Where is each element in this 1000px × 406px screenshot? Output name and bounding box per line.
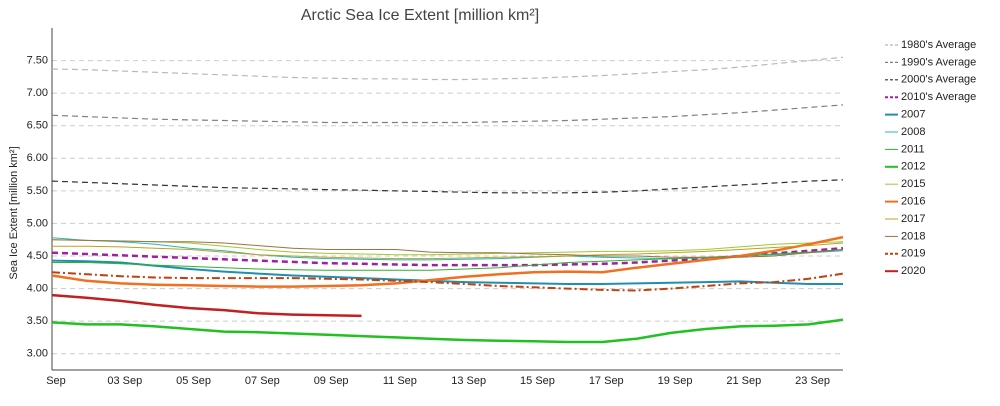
x-tick-label: Sep xyxy=(46,375,66,387)
legend-label: 2020 xyxy=(901,265,925,277)
y-axis-label: Sea Ice Extent [million km²] xyxy=(8,146,20,279)
legend-label: 2015 xyxy=(901,178,925,190)
x-tick-label: 15 Sep xyxy=(520,375,555,387)
legend-label: 2016 xyxy=(901,196,925,208)
x-tick-label: 11 Sep xyxy=(383,375,417,387)
series-line xyxy=(51,179,844,194)
series-line xyxy=(51,246,844,267)
legend-label: 2019 xyxy=(901,248,925,260)
y-tick-label: 4.50 xyxy=(27,250,48,262)
legend-label: 1990's Average xyxy=(901,56,976,68)
series-line xyxy=(51,271,844,292)
y-tick-label: 4.00 xyxy=(27,282,48,294)
x-tick-label: 03 Sep xyxy=(107,375,142,387)
legend-label: 2010's Average xyxy=(901,91,976,103)
x-tick-label: 09 Sep xyxy=(314,375,349,387)
y-tick-label: 7.00 xyxy=(27,87,48,99)
y-tick-label: 6.00 xyxy=(27,152,48,164)
legend-label: 2012 xyxy=(901,161,925,173)
y-tick-label: 5.00 xyxy=(27,217,48,229)
legend-label: 1980's Average xyxy=(901,39,976,51)
legend-label: 2007 xyxy=(901,109,925,121)
legend-label: 2011 xyxy=(901,143,925,155)
series-line xyxy=(51,235,844,288)
series-line xyxy=(51,239,844,256)
x-tick-label: 05 Sep xyxy=(176,375,211,387)
x-tick-label: 21 Sep xyxy=(726,375,761,387)
series-line xyxy=(51,56,844,81)
x-tick-label: 19 Sep xyxy=(658,375,693,387)
legend-label: 2017 xyxy=(901,213,925,225)
y-tick-label: 7.50 xyxy=(27,54,48,66)
series-line xyxy=(51,259,843,285)
x-tick-label: 23 Sep xyxy=(795,375,830,387)
series-line xyxy=(51,318,844,344)
legend-label: 2000's Average xyxy=(901,74,976,86)
y-tick-label: 3.00 xyxy=(27,348,48,360)
series-line xyxy=(51,293,362,318)
x-tick-label: 07 Sep xyxy=(245,375,280,387)
series-line xyxy=(51,104,844,124)
x-tick-label: 13 Sep xyxy=(451,375,486,387)
legend-label: 2008 xyxy=(901,126,925,138)
y-tick-label: 5.50 xyxy=(27,185,48,197)
series-line xyxy=(51,239,844,258)
series-line xyxy=(52,242,844,260)
y-tick-label: 6.50 xyxy=(27,120,48,132)
legend-label: 2018 xyxy=(901,230,925,242)
x-tick-label: 17 Sep xyxy=(589,375,624,387)
chart-title: Arctic Sea Ice Extent [million km²] xyxy=(301,7,539,24)
y-tick-label: 3.50 xyxy=(27,315,48,327)
